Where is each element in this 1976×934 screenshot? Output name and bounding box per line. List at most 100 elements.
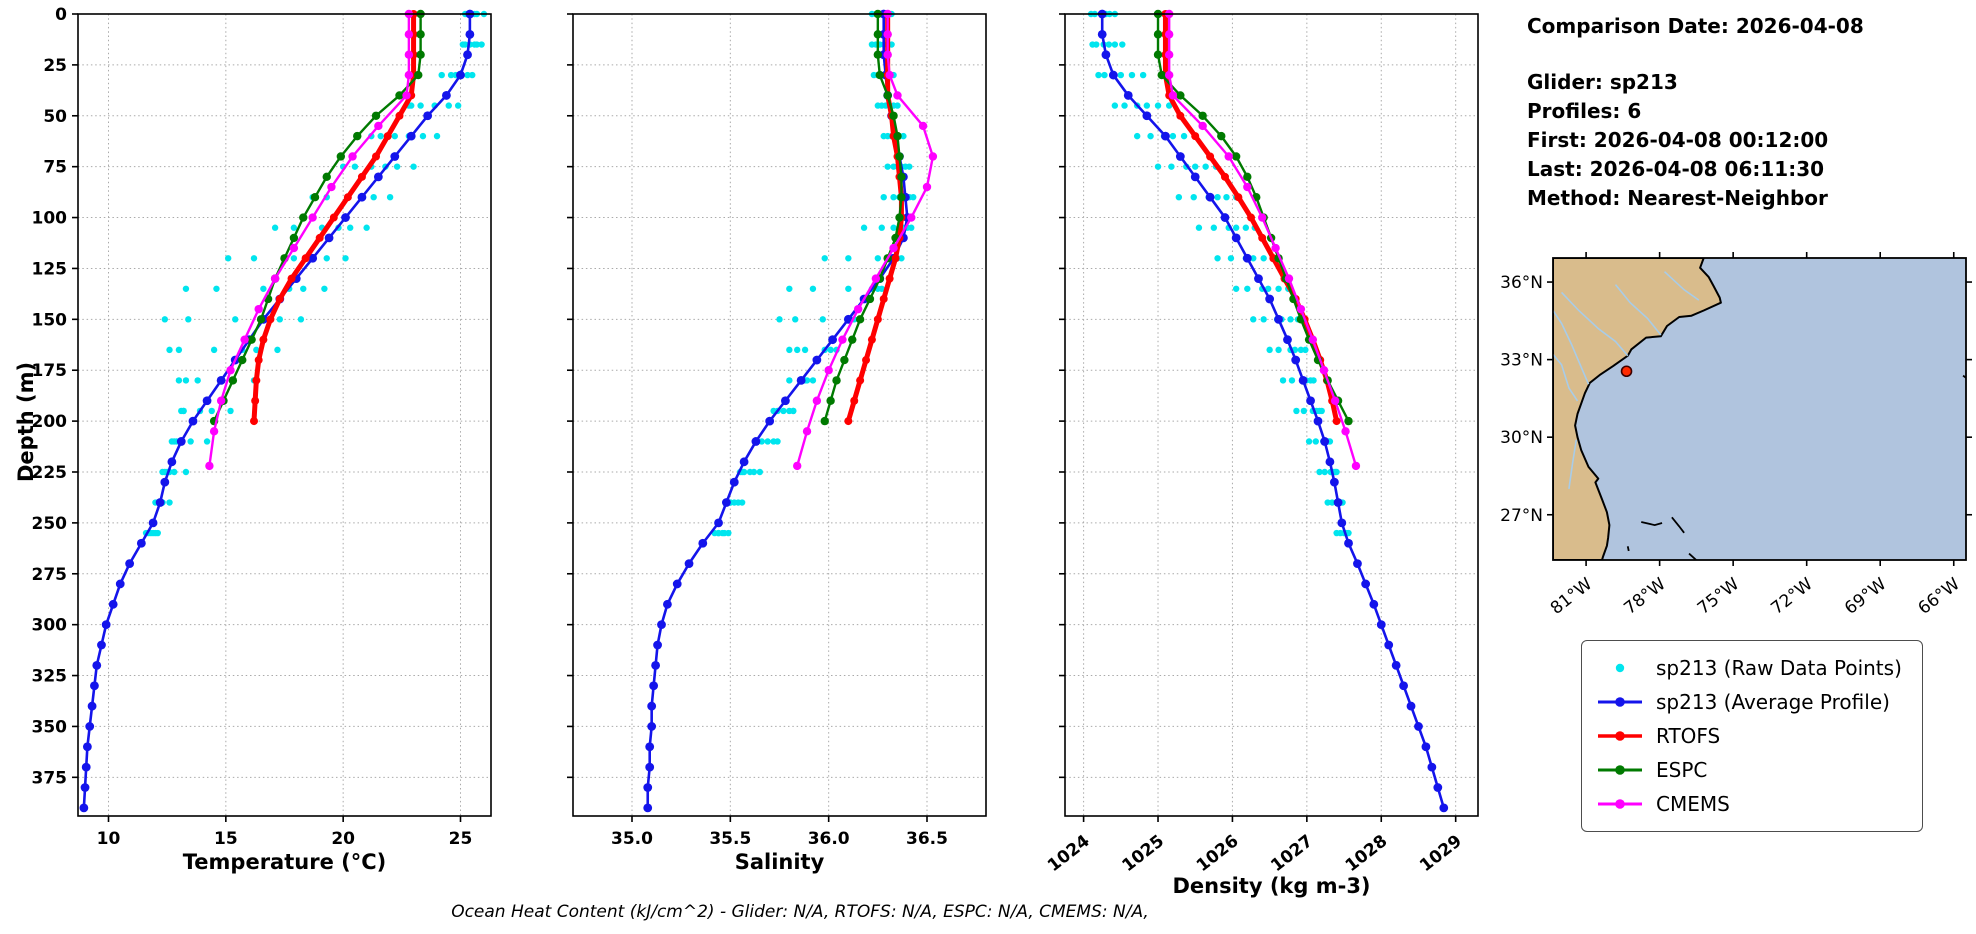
y-tick-label: 50 — [43, 107, 67, 127]
legend-marker-dot — [1615, 663, 1625, 673]
x-tick-label: 35.0 — [611, 829, 653, 849]
map-lon-tick-label: 66°W — [1915, 574, 1964, 619]
x-tick-label: 1027 — [1267, 831, 1317, 876]
island — [1626, 546, 1630, 552]
map-area — [1553, 258, 1966, 560]
y-tick-label: 250 — [32, 514, 68, 534]
series-sp213-average-profile- — [79, 9, 475, 813]
series-espc — [820, 9, 906, 426]
info-line — [1527, 41, 1864, 68]
y-tick-label: 0 — [55, 5, 67, 25]
y-tick-label: 200 — [32, 412, 68, 432]
map-lat-tick-label: 33°N — [1500, 351, 1543, 371]
x-tick-label: 1029 — [1416, 831, 1466, 876]
legend-item: RTOFS — [1596, 719, 1902, 753]
x-tick-label: 1025 — [1118, 831, 1168, 876]
legend-label: sp213 (Average Profile) — [1656, 690, 1890, 714]
legend-marker-line — [1598, 799, 1642, 809]
info-line: Comparison Date: 2026-04-08 — [1527, 14, 1864, 38]
y-tick-label: 350 — [32, 717, 68, 737]
axes: 35.0 35.5 36.0 36.5 — [567, 13, 987, 849]
y-tick-label: 25 — [43, 56, 67, 76]
legend-item: ESPC — [1596, 753, 1902, 787]
info-block: Comparison Date: 2026-04-08 Glider: sp21… — [1527, 12, 1864, 213]
map-lat-tick-label: 36°N — [1500, 273, 1543, 293]
river — [1663, 271, 1700, 301]
y-tick-label: 100 — [32, 209, 68, 229]
series-rtofs — [1161, 10, 1341, 426]
temperature-plot: 10 15 20 25 0 25 50 75 100 125 150 175 200 225 250 275 3… — [32, 5, 492, 849]
legend-marker-line — [1598, 765, 1642, 775]
salinity-plot: 35.0 35.5 36.0 36.5 — [567, 9, 987, 849]
series-rtofs — [249, 10, 418, 426]
gridlines — [1065, 13, 1478, 816]
map-lon-tick-label: 78°W — [1620, 574, 1669, 619]
series-cmems — [205, 9, 414, 471]
location-map-svg: 81°W 78°W 75°W 72°W 69°W 66°W 36°N 33°N 30°N 27°N — [1500, 252, 1972, 619]
info-line: Last: 2026-04-08 06:11:30 — [1527, 157, 1825, 181]
map-lon-tick-label: 81°W — [1547, 574, 1596, 619]
island — [1641, 521, 1663, 527]
series-sp213-average-profile- — [1097, 9, 1449, 813]
legend: sp213 (Raw Data Points) sp213 (Average Pr… — [1581, 640, 1923, 832]
x-tick-label: 10 — [97, 829, 121, 849]
river — [1553, 310, 1590, 385]
y-tick-label: 375 — [32, 768, 68, 788]
series-cmems — [1164, 9, 1361, 471]
river — [1614, 284, 1662, 336]
info-line: Glider: sp213 — [1527, 70, 1678, 94]
legend-label: CMEMS — [1656, 792, 1730, 816]
y-tick-label: 225 — [32, 463, 68, 483]
gridlines — [78, 13, 491, 816]
axes: 10 15 20 2502550751001251501752002252502753… — [32, 5, 492, 849]
temperature-plot-svg: 10 15 20 2502550751001251501752002252502753… — [32, 5, 492, 849]
info-line: Profiles: 6 — [1527, 99, 1642, 123]
x-tick-label: 15 — [214, 829, 238, 849]
density-axis-label: Density (kg m-3) — [1172, 874, 1371, 898]
footer-note: Ocean Heat Content (kJ/cm^2) - Glider: N… — [451, 902, 1149, 922]
legend-label: sp213 (Raw Data Points) — [1656, 656, 1902, 680]
y-tick-label: 75 — [43, 158, 67, 178]
x-tick-label: 1024 — [1044, 831, 1094, 876]
map-lon-tick-label: 69°W — [1841, 574, 1890, 619]
y-tick-label: 275 — [32, 565, 68, 585]
map-lat-tick-label: 30°N — [1500, 428, 1543, 448]
legend-item: sp213 (Raw Data Points) — [1596, 651, 1902, 685]
temperature-axis-label: Temperature (°C) — [182, 850, 387, 874]
density-plot: 1024 1025 1026 1027 1028 1029 — [1044, 9, 1479, 876]
x-tick-label: 36.5 — [906, 829, 948, 849]
x-tick-label: 1026 — [1193, 831, 1243, 876]
gridlines — [573, 13, 986, 816]
info-line: First: 2026-04-08 00:12:00 — [1527, 128, 1829, 152]
axes: 1024 1025 1026 1027 1028 1029 — [1044, 13, 1479, 876]
legend-label: ESPC — [1656, 758, 1708, 782]
series-cmems — [793, 9, 938, 471]
legend-marker-line — [1598, 731, 1642, 741]
y-tick-label: 150 — [32, 310, 68, 330]
legend-marker-line — [1598, 697, 1642, 707]
island — [1653, 559, 1655, 560]
y-tick-label: 300 — [32, 616, 68, 636]
legend-item: sp213 (Average Profile) — [1596, 685, 1902, 719]
x-tick-label: 20 — [331, 829, 355, 849]
island — [1688, 552, 1698, 560]
land-coastline — [1553, 258, 1722, 560]
glider-location-dot — [1620, 365, 1633, 378]
y-tick-label: 125 — [32, 259, 68, 279]
density-plot-svg: 1024 1025 1026 1027 1028 1029 — [1044, 9, 1479, 876]
series-sp213-raw-data-points- — [142, 10, 488, 537]
series-sp213-average-profile- — [643, 9, 912, 813]
y-tick-label: 175 — [32, 361, 68, 381]
x-tick-label: 35.5 — [709, 829, 751, 849]
island — [1671, 516, 1685, 534]
legend-item: CMEMS — [1596, 787, 1902, 821]
river — [1568, 439, 1578, 490]
river — [1553, 353, 1579, 402]
map-lon-tick-label: 75°W — [1694, 574, 1743, 619]
series-sp213-raw-data-points- — [1087, 10, 1352, 537]
info-line: Method: Nearest-Neighbor — [1527, 186, 1828, 210]
map-lon-tick-label: 72°W — [1767, 574, 1816, 619]
x-tick-label: 36.0 — [808, 829, 850, 849]
x-tick-label: 1028 — [1342, 831, 1392, 876]
